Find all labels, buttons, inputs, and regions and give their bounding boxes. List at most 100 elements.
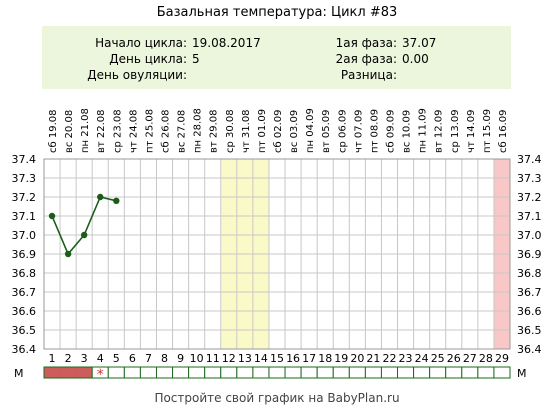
menstruation-cell [316,366,334,379]
date-label: пн 04.09 [305,108,316,153]
menstruation-cell [332,366,350,379]
date-label: ср 23.08 [112,109,123,153]
y-tick-label-right: 37.1 [517,210,542,223]
day-number-label: 12 [222,352,236,365]
menstruation-cell [172,366,190,379]
date-label: ср 30.08 [225,109,236,153]
temperature-line [51,196,117,256]
day-number-label: 6 [129,352,136,365]
date-label: чт 24.08 [128,109,139,153]
y-tick-label-left: 37.4 [12,153,37,166]
day-number-label: 10 [190,352,204,365]
y-tick-label-left: 36.4 [12,343,37,356]
day-number-label: 22 [382,352,396,365]
y-tick-label-right: 37.2 [517,191,542,204]
temperature-point [48,212,56,220]
cycle-day-label: День цикла: [109,52,187,66]
temperature-point [113,197,120,204]
phase2-label: 2ая фаза: [335,52,397,66]
day-number-label: 1 [49,352,56,365]
menstruation-cell [123,366,141,379]
day-number-label: 8 [161,352,168,365]
day-number-label: 24 [415,352,429,365]
y-tick-label-left: 37.2 [12,191,37,204]
day-number-label: 7 [145,352,152,365]
day-number-label: 28 [479,352,493,365]
menstruation-cell [220,366,238,379]
menstruation-cell [493,366,511,379]
cycle-info-panel: Начало цикла: 19.08.2017 День цикла: 5 Д… [42,26,511,89]
menstruation-cell [139,366,157,379]
menstruation-cell [429,366,447,379]
date-label: сб 19.08 [48,110,59,153]
menstruation-cell [268,366,286,379]
day-number-label: 20 [350,352,364,365]
day-number-label: 16 [286,352,300,365]
date-label: чт 14.09 [466,109,477,153]
day-number-label: 15 [270,352,284,365]
day-number-label: 29 [495,352,509,365]
day-number-label: 23 [399,352,413,365]
y-tick-label-left: 36.7 [12,286,37,299]
date-label: вс 03.09 [289,110,300,153]
menstruation-cell [155,366,174,379]
day-number-label: 25 [431,352,445,365]
date-label: сб 02.09 [273,110,284,153]
menstruation-cell [461,366,479,379]
menstruation-cell [236,366,254,379]
day-number-label: 19 [334,352,348,365]
page-title: Базальная температура: Цикл #83 [156,5,398,20]
menstruation-cell [252,366,270,379]
cycle-day-value: 5 [192,52,200,66]
y-tick-label-right: 36.5 [517,324,542,337]
menstruation-cell [204,366,222,379]
m-label-left: М [14,367,24,380]
star-marker: * [97,367,104,383]
date-label: вс 27.08 [177,110,188,153]
phase1-label: 1ая фаза: [335,36,397,50]
menstruation-cell-filled [59,366,77,379]
y-tick-label-right: 36.7 [517,286,542,299]
y-tick-label-left: 37.3 [12,172,37,185]
menstruation-cell [188,366,206,379]
menstruation-cell [397,366,415,379]
phase2-value: 0.00 [402,52,429,66]
y-tick-label-left: 37.1 [12,210,37,223]
temperature-point [80,231,88,239]
temperature-point [64,250,72,258]
day-number-label: 27 [463,352,477,365]
date-label: сб 16.09 [498,110,509,153]
menstruation-cell [284,366,302,379]
menstruation-cell [413,366,431,379]
y-tick-label-right: 37.0 [517,229,542,242]
day-number-label: 26 [447,352,461,365]
menstruation-cell [364,366,382,379]
day-number-label: 13 [238,352,252,365]
day-number-label: 2 [65,352,72,365]
date-label: вт 22.08 [96,109,107,153]
temperature-chart: 37.4 37.4 37.3 37.3 37.2 37.2 37.1 37.1 37.0 37.0… [12,108,542,383]
date-label: пт 25.08 [144,109,155,153]
date-label: вт 12.09 [434,109,445,153]
m-label-right: М [517,367,527,380]
menstruation-cell [477,366,495,379]
day-number-label: 5 [113,352,120,365]
day-number-label: 11 [206,352,220,365]
day-number-label: 4 [97,352,104,365]
cycle-start-value: 19.08.2017 [192,36,261,50]
date-label: пт 15.09 [482,109,493,153]
difference-label: Разница: [340,68,397,82]
menstruation-cell [107,366,125,379]
y-tick-label-left: 37.0 [12,229,37,242]
menstruation-row-border [43,366,511,379]
y-tick-label-right: 36.9 [517,248,542,261]
date-label: сб 26.08 [161,110,172,153]
date-label: пт 08.09 [369,109,380,153]
day-number-label: 18 [318,352,332,365]
ovulation-day-label: День овуляции: [87,68,187,82]
y-tick-label-right: 36.8 [517,267,542,280]
day-number-label: 9 [177,352,184,365]
footer-text: Постройте свой график на BabyPlan.ru [154,391,400,405]
y-tick-label-left: 36.5 [12,324,37,337]
